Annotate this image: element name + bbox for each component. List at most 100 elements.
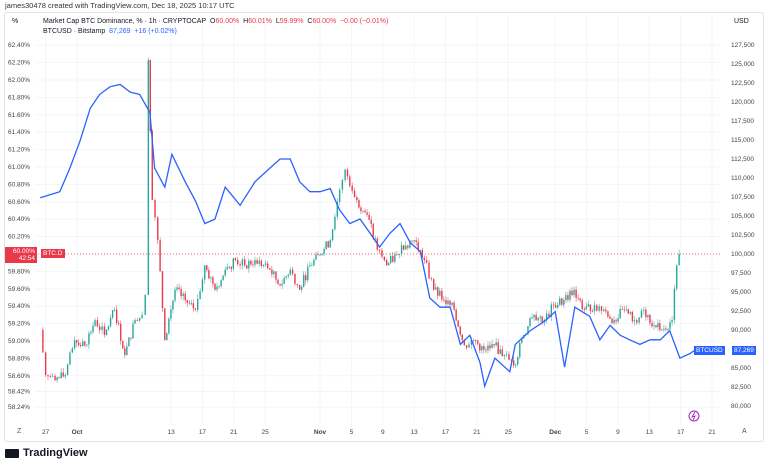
candle-body xyxy=(338,189,341,203)
x-tick-label: 5 xyxy=(585,429,589,436)
candle-body xyxy=(527,325,529,335)
candle-body xyxy=(665,328,667,330)
candle-body xyxy=(358,200,360,208)
auto-scale-button[interactable]: A xyxy=(742,428,747,435)
candle-body xyxy=(483,346,485,350)
candle-body xyxy=(105,329,108,335)
candle-body xyxy=(515,364,517,366)
candle-body xyxy=(505,354,508,356)
candle-body xyxy=(372,223,374,239)
candle-body xyxy=(503,354,505,357)
candle-body xyxy=(413,240,415,242)
candle-body xyxy=(180,288,182,296)
candle-body xyxy=(645,309,647,318)
candle-body xyxy=(649,314,651,323)
candle-body xyxy=(364,210,366,213)
left-tick-label: 60.60% xyxy=(8,199,30,206)
candle-body xyxy=(385,260,388,266)
btcusd-symbol-badge: BTCUSD xyxy=(694,346,725,355)
x-tick-label: 17 xyxy=(677,429,685,436)
candle-body xyxy=(657,323,659,328)
candle-body xyxy=(58,377,60,379)
candle-body xyxy=(313,259,315,266)
candle-body xyxy=(499,349,501,354)
right-tick-label: 102,500 xyxy=(731,232,755,239)
candle-body xyxy=(246,265,248,269)
candle-body xyxy=(405,245,407,250)
candle-body xyxy=(481,346,483,351)
right-tick-label: 95,000 xyxy=(731,289,751,296)
candle-body xyxy=(262,264,265,266)
left-tick-label: 59.40% xyxy=(8,303,30,310)
candle-body xyxy=(99,326,101,330)
candle-body xyxy=(569,290,571,300)
candle-body xyxy=(627,309,630,314)
candle-body xyxy=(409,240,411,248)
legend-dominance[interactable]: Market Cap BTC Dominance, % · 1h · CRYPT… xyxy=(43,18,389,25)
candle-body xyxy=(567,295,569,300)
x-tick-label: 5 xyxy=(350,429,354,436)
x-tick-label: 21 xyxy=(230,429,238,436)
legend-btcusd[interactable]: BTCUSD · Bitstamp 87,269 +16 (+0.02%) xyxy=(43,28,177,35)
candle-body xyxy=(154,200,156,218)
right-tick-label: 100,000 xyxy=(731,251,755,258)
left-tick-label: 58.60% xyxy=(8,373,30,380)
candle-body xyxy=(593,305,596,312)
candle-body xyxy=(96,320,99,327)
candle-body xyxy=(669,322,671,329)
candle-body xyxy=(655,325,657,328)
right-tick-label: 112,500 xyxy=(731,156,754,163)
tradingview-logo[interactable]: TradingView xyxy=(5,447,88,459)
candle-body xyxy=(441,290,443,300)
candle-body xyxy=(411,240,413,242)
candle-body xyxy=(241,259,244,266)
x-tick-label: 25 xyxy=(262,429,270,436)
candle-body xyxy=(56,377,58,381)
candle-body xyxy=(118,323,120,324)
lightning-icon[interactable] xyxy=(688,410,700,422)
candle-body xyxy=(417,241,419,251)
candle-body xyxy=(423,257,426,261)
candle-body xyxy=(103,326,106,335)
candle-body xyxy=(396,254,398,256)
candle-body xyxy=(188,302,190,304)
candle-body xyxy=(663,328,665,330)
left-tick-label: 61.80% xyxy=(8,94,30,101)
candle-body xyxy=(392,256,394,262)
candle-body xyxy=(667,328,669,330)
candle-body xyxy=(279,283,281,286)
candle-body xyxy=(107,326,110,330)
candle-body xyxy=(303,275,305,287)
legend-title: Market Cap BTC Dominance, % · 1h · CRYPT… xyxy=(43,18,207,25)
candle-body xyxy=(430,278,433,280)
candle-body xyxy=(267,263,269,269)
candle-body xyxy=(621,308,623,310)
candle-body xyxy=(336,202,338,217)
candle-body xyxy=(453,302,455,310)
candle-body xyxy=(653,325,655,327)
candle-body xyxy=(101,326,103,330)
candle-body xyxy=(60,372,62,379)
candle-body xyxy=(283,277,285,284)
candle-body xyxy=(287,274,289,277)
candle-body xyxy=(204,265,206,280)
candle-body xyxy=(329,240,331,248)
candle-body xyxy=(289,269,291,275)
candle-body xyxy=(49,376,52,377)
candle-body xyxy=(457,320,459,327)
candle-body xyxy=(182,293,184,296)
x-tick-label: 21 xyxy=(473,429,481,436)
candle-body xyxy=(437,287,439,296)
candle-body xyxy=(149,59,152,132)
candle-body xyxy=(273,271,275,275)
zoom-button[interactable]: Z xyxy=(17,428,22,435)
candle-body xyxy=(248,260,250,269)
candle-body xyxy=(325,241,327,249)
candle-body xyxy=(374,238,376,240)
candle-body xyxy=(327,241,329,248)
left-tick-label: 61.00% xyxy=(8,164,30,171)
left-tick-label: 61.60% xyxy=(8,112,30,119)
chart-frame[interactable] xyxy=(4,12,764,442)
candle-body xyxy=(315,254,317,260)
